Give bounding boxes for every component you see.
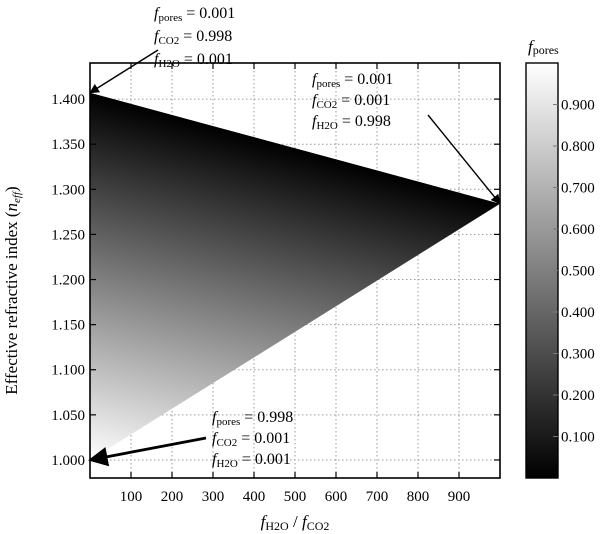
x-tick-label: 700 [366,489,389,505]
colorbar-tick-label: 0.500 [561,264,595,280]
colorbar-tick-label: 0.900 [561,98,595,114]
colorbar-tick-label: 0.600 [561,222,595,238]
annotation-line: fCO2 = 0.001 [312,92,390,111]
y-tick-label: 1.400 [51,92,85,108]
x-tick-label: 100 [120,489,143,505]
annotation-top-left: fpores = 0.001 fCO2 = 0.998 fH2O = 0.001 [89,5,235,94]
y-axis-ticks: 1.000 1.050 1.100 1.150 1.200 1.250 1.300 1.350… [51,92,500,469]
plot-area: 100 200 300 400 500 600 700 800 900 1.000 1.050 1.1… [51,62,501,505]
annotation-line: fH2O = 0.001 [212,451,291,470]
annotation-line: fpores = 0.001 [312,71,393,90]
y-tick-label: 1.200 [51,273,85,289]
annotation-arrow [427,114,501,205]
annotation-line: fH2O = 0.998 [312,113,391,132]
y-tick-label: 1.000 [51,453,85,469]
x-tick-label: 400 [243,489,266,505]
heatmap-region [90,92,500,460]
y-tick-label: 1.250 [51,227,85,243]
x-tick-label: 600 [325,489,348,505]
x-axis-title: fH2O / fCO2 [261,512,330,533]
x-tick-label: 500 [284,489,307,505]
annotation-bottom: fpores = 0.998 fCO2 = 0.001 fH2O = 0.001 [88,409,293,470]
y-tick-label: 1.300 [51,182,85,198]
y-tick-label: 1.150 [51,318,85,334]
annotation-line: fCO2 = 0.001 [212,430,290,449]
annotation-arrow [89,49,159,94]
colorbar-title: fpores [528,37,559,57]
annotation-line: fpores = 0.001 [154,5,235,24]
colorbar: 0.100 0.200 0.300 0.400 0.500 0.600 0.700 0.800… [525,37,595,479]
y-tick-label: 1.100 [51,363,85,379]
colorbar-tick-label: 0.200 [561,388,595,404]
annotation-arrow [88,436,207,467]
x-tick-label: 800 [407,489,430,505]
annotation-line: fCO2 = 0.998 [154,28,232,47]
colorbar-tick-label: 0.400 [561,305,595,321]
y-axis-title: Effective refractive index (neff) [2,186,23,394]
axis-titles: fH2O / fCO2 Effective refractive index (n… [2,186,329,533]
annotation-line: fpores = 0.998 [212,409,293,428]
colorbar-tick-label: 0.300 [561,347,595,363]
x-tick-label: 200 [161,489,184,505]
colorbar-tick-label: 0.800 [561,139,595,155]
colorbar-tick-label: 0.100 [561,430,595,446]
x-axis-ticks: 100 200 300 400 500 600 700 800 900 [120,63,471,505]
colorbar-gradient [525,62,559,479]
y-tick-label: 1.050 [51,408,85,424]
annotation-line: fH2O = 0.001 [154,51,233,70]
colorbar-tick-label: 0.700 [561,181,595,197]
x-tick-label: 900 [448,489,471,505]
y-tick-label: 1.350 [51,137,85,153]
annotation-right: fpores = 0.001 fCO2 = 0.001 fH2O = 0.998 [312,71,501,205]
x-tick-label: 300 [202,489,225,505]
